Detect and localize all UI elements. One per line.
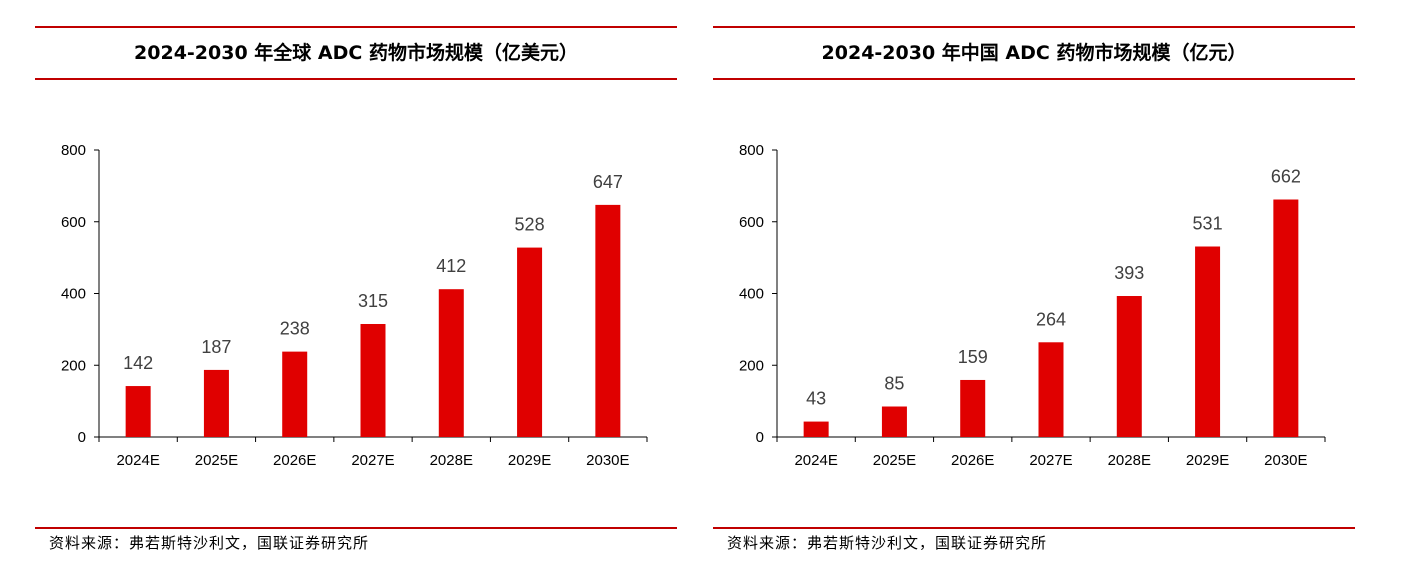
data-label: 315 <box>358 291 388 311</box>
bar <box>517 247 543 437</box>
x-tick-label: 2026E <box>273 452 316 469</box>
y-tick-label: 800 <box>61 142 86 159</box>
y-tick-label: 800 <box>739 142 764 159</box>
data-label: 662 <box>1271 167 1301 187</box>
data-label: 647 <box>593 172 623 192</box>
bar <box>125 386 151 437</box>
bar-chart-global: 0 200 400 600 800 142 2024E 187 2025E 238 2026E 315… <box>61 142 648 469</box>
chart-title: 2024-2030 年中国 ADC 药物市场规模（亿元） <box>821 42 1247 64</box>
x-tick-label: 2030E <box>1264 452 1307 469</box>
title-rule <box>713 78 1355 80</box>
bar <box>203 369 229 437</box>
chart-title: 2024-2030 年全球 ADC 药物市场规模（亿美元） <box>134 42 578 64</box>
top-rule <box>35 26 677 28</box>
x-tick-label: 2025E <box>873 452 916 469</box>
y-tick-label: 600 <box>739 214 764 231</box>
source-note: 资料来源：弗若斯特沙利文，国联证券研究所 <box>49 534 370 552</box>
data-label: 43 <box>806 389 826 409</box>
y-tick-label: 200 <box>739 357 764 374</box>
chart-panel-global: 2024-2030 年全球 ADC 药物市场规模（亿美元） 0 200 400 600… <box>35 0 677 569</box>
bar <box>803 421 829 437</box>
chart-panel-china: 2024-2030 年中国 ADC 药物市场规模（亿元） 0 200 400 600 8… <box>713 0 1355 569</box>
x-tick-label: 2028E <box>1108 452 1151 469</box>
y-tick-label: 600 <box>61 214 86 231</box>
x-tick-label: 2028E <box>430 452 473 469</box>
x-tick-label: 2026E <box>951 452 994 469</box>
y-tick-label: 400 <box>61 286 86 303</box>
bar <box>282 351 308 437</box>
bottom-rule <box>35 527 677 529</box>
bar <box>881 406 907 437</box>
data-label: 264 <box>1036 309 1066 329</box>
bar <box>595 204 621 437</box>
top-rule <box>713 26 1355 28</box>
x-tick-label: 2025E <box>195 452 238 469</box>
bottom-rule <box>713 527 1355 529</box>
x-tick-label: 2024E <box>116 452 159 469</box>
bar <box>1038 342 1064 437</box>
bar <box>960 379 986 437</box>
y-tick-label: 400 <box>739 286 764 303</box>
y-tick-label: 0 <box>756 429 764 446</box>
source-note: 资料来源：弗若斯特沙利文，国联证券研究所 <box>727 534 1048 552</box>
data-label: 531 <box>1193 214 1223 234</box>
x-tick-label: 2024E <box>794 452 837 469</box>
bar <box>360 323 386 437</box>
bar <box>438 289 464 437</box>
data-label: 412 <box>436 256 466 276</box>
x-tick-label: 2030E <box>586 452 629 469</box>
data-label: 187 <box>201 337 231 357</box>
x-tick-label: 2027E <box>1029 452 1072 469</box>
bar <box>1116 296 1142 437</box>
data-label: 393 <box>1114 263 1144 283</box>
x-tick-label: 2029E <box>1186 452 1229 469</box>
data-label: 85 <box>884 374 904 394</box>
y-tick-label: 200 <box>61 357 86 374</box>
data-label: 142 <box>123 353 153 373</box>
y-tick-label: 0 <box>78 429 86 446</box>
title-rule <box>35 78 677 80</box>
x-tick-label: 2027E <box>351 452 394 469</box>
data-label: 238 <box>280 319 310 339</box>
data-label: 159 <box>958 347 988 367</box>
bar <box>1195 246 1221 437</box>
bar <box>1273 199 1299 437</box>
bar-chart-china: 0 200 400 600 800 43 2024E 85 2025E 159 2026E 264 20… <box>739 142 1326 469</box>
x-tick-label: 2029E <box>508 452 551 469</box>
data-label: 528 <box>515 215 545 235</box>
